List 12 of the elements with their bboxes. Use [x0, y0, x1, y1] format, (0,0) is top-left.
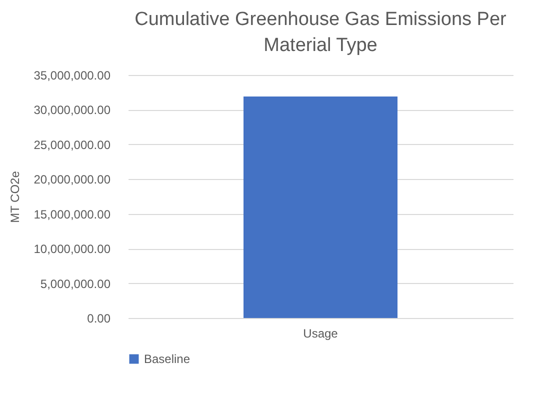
y-axis-title: MT CO2e	[8, 170, 22, 223]
y-tick-label: 30,000,000.00	[34, 103, 111, 118]
x-tick-label: Usage	[303, 326, 338, 340]
y-tick-label: 20,000,000.00	[34, 172, 111, 187]
y-tick-label: 0.00	[87, 312, 111, 326]
chart-title: Cumulative Greenhouse Gas Emissions Per Material Type	[134, 9, 508, 56]
y-tick-label: 35,000,000.00	[34, 68, 111, 82]
legend-label: Baseline	[144, 352, 190, 366]
y-tick-label: 25,000,000.00	[34, 138, 111, 152]
y-tick-label: 5,000,000.00	[40, 276, 111, 291]
y-tick-label: 15,000,000.00	[34, 207, 111, 222]
y-tick-label: 10,000,000.00	[34, 242, 111, 256]
